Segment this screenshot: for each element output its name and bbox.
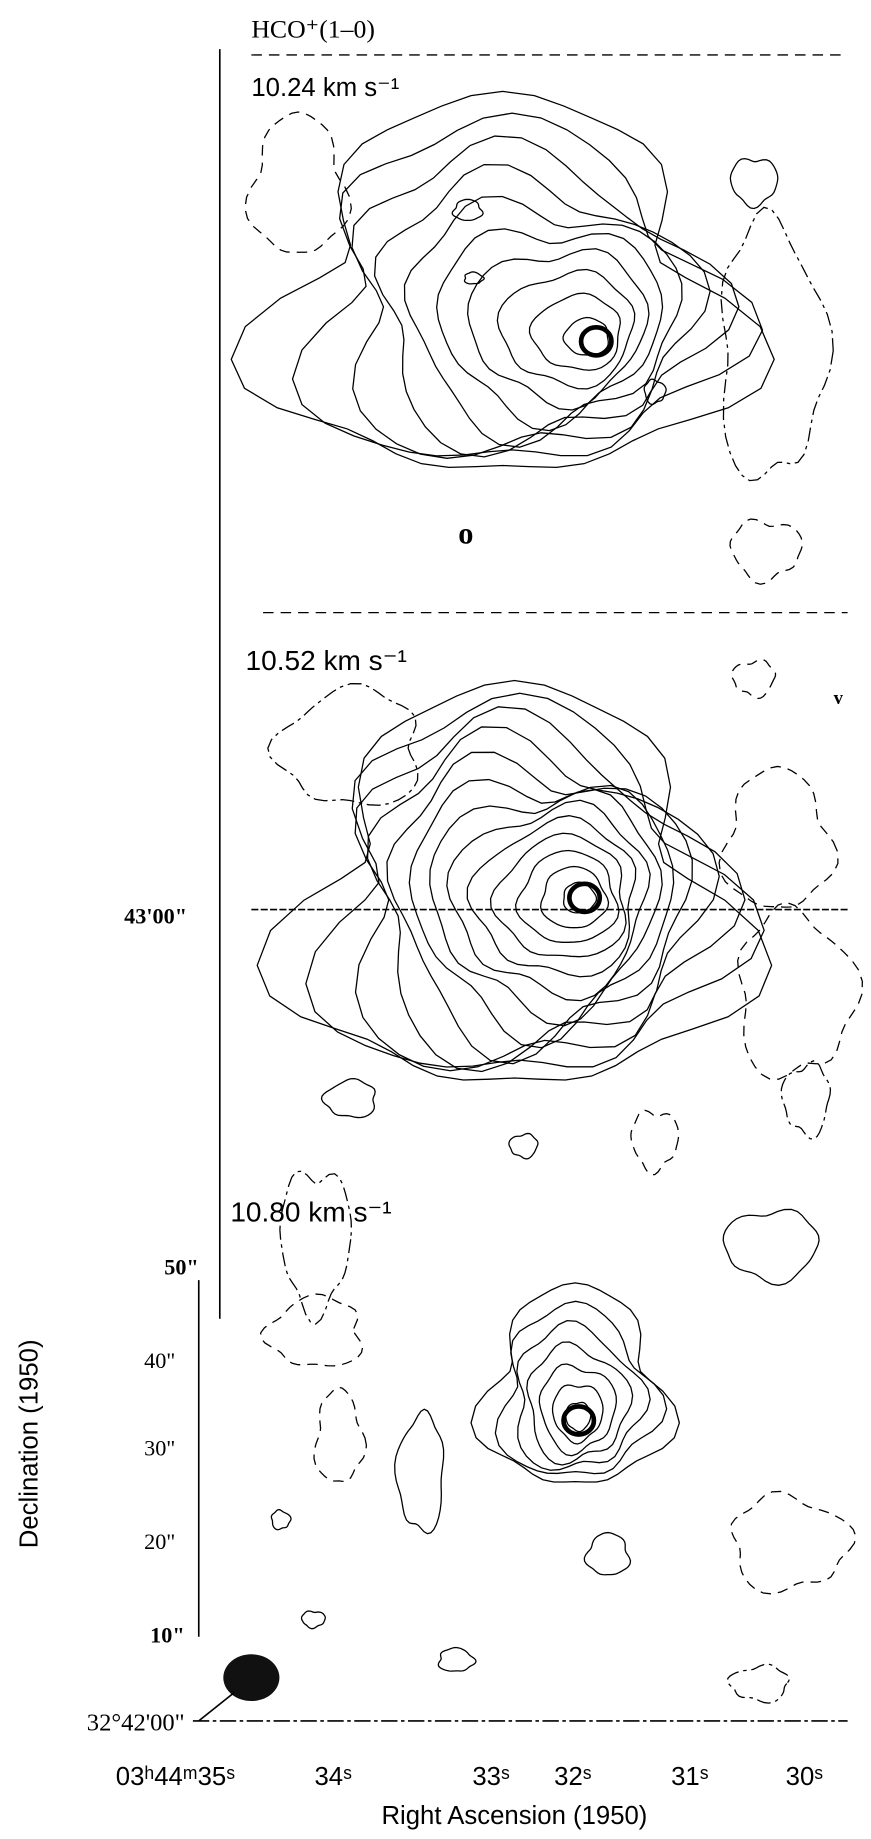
- velocity-label: 10.80 km s⁻¹: [230, 1197, 391, 1228]
- velocity-label: 10.24 km s⁻¹: [251, 74, 399, 102]
- dec-label: 32°42'00": [87, 1709, 185, 1736]
- y-axis-title: Declination (1950): [15, 1339, 43, 1548]
- x-axis-title: Right Ascension (1950): [381, 1802, 647, 1830]
- ra-label: 33ˢ: [472, 1763, 510, 1791]
- ra-label: 03ʰ44ᵐ35ˢ: [116, 1763, 235, 1791]
- ra-label: 31ˢ: [671, 1763, 709, 1791]
- panel-mark: o: [458, 517, 473, 551]
- ra-label: 32ˢ: [554, 1763, 592, 1791]
- line-label: HCO⁺(1–0): [251, 14, 375, 43]
- dec-label: 40": [144, 1348, 175, 1373]
- ra-label: 34ˢ: [315, 1763, 353, 1791]
- velocity-label: 10.52 km s⁻¹: [246, 645, 407, 676]
- panel-mark: v: [834, 688, 844, 709]
- dec-label: 43'00": [124, 904, 187, 929]
- figure: HCO⁺(1–0) 10.24 km s⁻¹ o 10.52 km s⁻¹ v …: [0, 0, 871, 1839]
- dec-label: 50": [164, 1254, 199, 1279]
- dec-label: 10": [150, 1623, 185, 1648]
- dec-label: 30": [144, 1436, 175, 1461]
- dec-label: 20": [144, 1529, 175, 1554]
- ra-label: 30ˢ: [786, 1763, 824, 1791]
